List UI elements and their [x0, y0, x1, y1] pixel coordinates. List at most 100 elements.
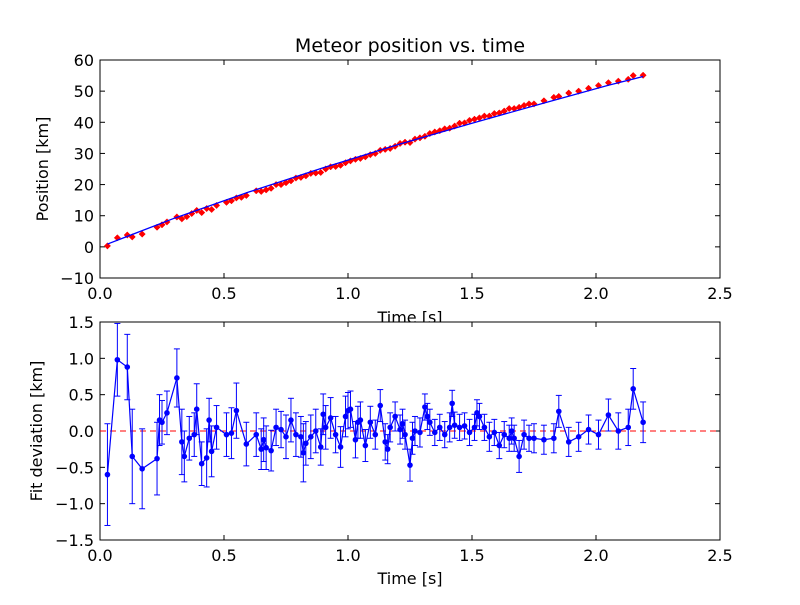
- deviation-data-point: [263, 444, 269, 451]
- position-y-tick-label: −10: [60, 269, 94, 288]
- deviation-data-point: [541, 436, 547, 443]
- deviation-data-point: [268, 447, 274, 454]
- position-y-tick-label: 60: [74, 51, 94, 70]
- deviation-data-point: [575, 434, 582, 440]
- position-x-tick-label: 0.5: [211, 284, 236, 303]
- position-observation-point: [585, 84, 593, 92]
- deviation-data-point: [317, 444, 324, 450]
- deviation-data-point: [417, 429, 423, 436]
- position-observation-point: [317, 168, 325, 176]
- deviation-data-point: [293, 431, 299, 438]
- position-observation-point: [277, 181, 285, 189]
- deviation-data-point: [399, 420, 406, 427]
- deviation-y-tick-label: 1.0: [69, 349, 94, 368]
- deviation-data-point: [193, 406, 200, 413]
- position-observation-point: [267, 184, 275, 192]
- deviation-data-point: [213, 424, 220, 431]
- deviation-data-point: [407, 462, 413, 468]
- position-y-tick-label: 0: [84, 238, 94, 257]
- deviation-data-point: [278, 426, 284, 433]
- position-x-tick-label: 2.5: [707, 284, 732, 303]
- deviation-data-point: [327, 415, 334, 421]
- deviation-data-point: [312, 428, 319, 434]
- deviation-data-point: [392, 413, 398, 420]
- deviation-data-point: [630, 386, 637, 392]
- deviation-data-point: [449, 400, 455, 407]
- position-observation-point: [113, 234, 121, 242]
- deviation-data-point: [516, 453, 522, 460]
- deviation-data-point: [508, 428, 515, 434]
- deviation-data-point: [357, 417, 364, 423]
- deviation-data-point: [446, 424, 453, 431]
- deviation-data-point: [481, 424, 488, 431]
- deviation-data-point: [159, 419, 165, 426]
- deviation-data-point: [471, 424, 478, 431]
- deviation-data-point: [377, 402, 384, 409]
- deviation-data-point: [526, 435, 532, 442]
- deviation-data-point: [640, 419, 646, 426]
- deviation-data-point: [384, 446, 391, 452]
- deviation-data-point: [436, 424, 443, 431]
- position-x-tick-label: 0.0: [87, 284, 112, 303]
- position-x-ticks: 0.0 0.5 1.0 1.5 2.0 2.5: [87, 60, 733, 303]
- deviation-data-point: [372, 431, 379, 438]
- deviation-data-point: [605, 412, 612, 418]
- deviation-data-point: [203, 455, 210, 461]
- deviation-data-point: [320, 411, 327, 418]
- deviation-data-point: [208, 448, 215, 455]
- deviation-data-point: [412, 428, 418, 434]
- deviation-data-point: [233, 407, 240, 414]
- deviation-data-point: [253, 431, 260, 438]
- deviation-data-point: [531, 435, 537, 442]
- deviation-data-point: [486, 434, 493, 440]
- deviation-chart: Time [s] Fit deviation [km] 0.0 0.5 1.0 1.5…: [27, 313, 733, 588]
- position-observation-point: [337, 161, 345, 169]
- deviation-y-tick-label: −0.5: [55, 458, 94, 477]
- deviation-data-point: [501, 431, 508, 438]
- position-y-tick-label: 10: [74, 207, 94, 226]
- position-y-tick-label: 40: [74, 113, 94, 132]
- deviation-data-point: [402, 431, 408, 438]
- deviation-y-tick-label: 0.5: [69, 386, 94, 405]
- deviation-data-point: [337, 444, 344, 450]
- deviation-data-marks: [100, 322, 720, 526]
- position-observation-point: [505, 105, 513, 113]
- position-observation-point: [555, 92, 563, 100]
- deviation-data-point: [288, 417, 294, 423]
- deviation-data-point: [347, 406, 354, 413]
- deviation-data-point: [397, 426, 403, 433]
- position-observation-point: [604, 79, 612, 87]
- deviation-y-ticks: −1.5 −1.0 −0.5 0.0 0.5 1.0 1.5: [55, 313, 720, 550]
- position-observation-point: [614, 77, 622, 85]
- deviation-data-point: [104, 471, 111, 478]
- position-observation-point: [540, 97, 548, 105]
- position-observation-point: [103, 242, 111, 250]
- position-observation-point: [594, 81, 603, 90]
- deviation-x-tick-label: 2.0: [583, 546, 608, 565]
- deviation-data-point: [387, 424, 393, 431]
- deviation-data-point: [565, 439, 572, 445]
- deviation-y-tick-label: −1.5: [55, 531, 94, 550]
- position-observation-point: [227, 197, 235, 205]
- deviation-data-point: [511, 435, 517, 442]
- deviation-y-tick-label: 0.0: [69, 422, 94, 441]
- position-observation-point: [208, 205, 216, 214]
- position-chart-title: Meteor position vs. time: [295, 35, 525, 57]
- deviation-data-point: [424, 413, 431, 420]
- deviation-data-point: [625, 424, 632, 431]
- deviation-x-tick-label: 2.5: [707, 546, 732, 565]
- deviation-data-point: [332, 431, 339, 438]
- deviation-data-point: [283, 434, 289, 440]
- deviation-data-point: [342, 413, 349, 420]
- deviation-data-point: [506, 435, 513, 442]
- deviation-data-point: [476, 413, 483, 420]
- deviation-data-point: [198, 460, 205, 467]
- position-y-tick-label: 30: [74, 144, 94, 163]
- position-x-tick-label: 1.0: [335, 284, 360, 303]
- deviation-data-point: [322, 424, 329, 431]
- deviation-data-point: [129, 453, 136, 460]
- deviation-data-point: [300, 450, 307, 456]
- deviation-data-point: [260, 436, 267, 443]
- deviation-data-point: [308, 434, 314, 440]
